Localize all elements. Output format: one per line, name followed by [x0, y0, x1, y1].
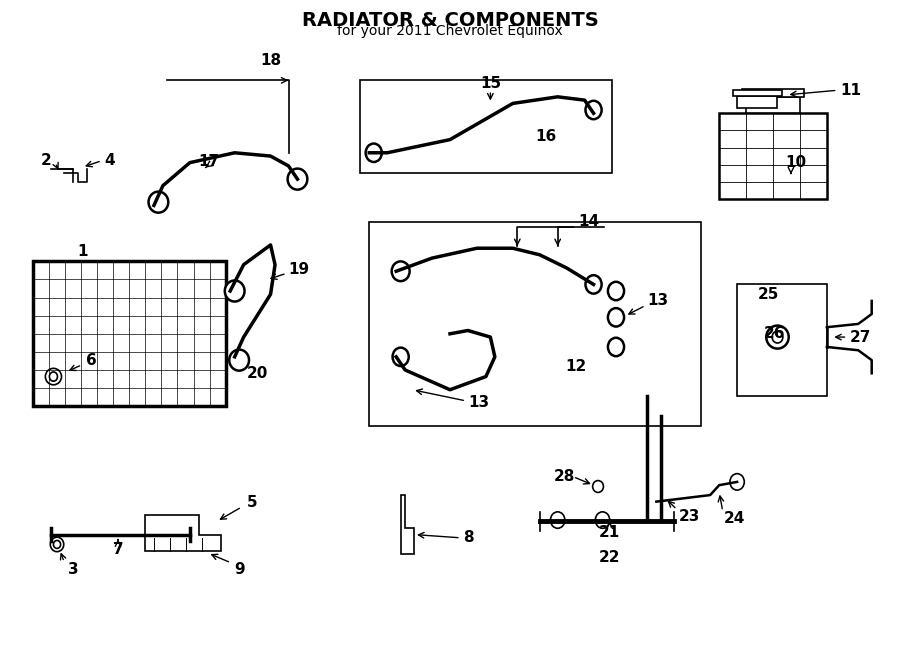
- Ellipse shape: [225, 280, 245, 301]
- Text: 14: 14: [579, 214, 599, 229]
- Ellipse shape: [730, 474, 744, 490]
- Text: 24: 24: [724, 510, 745, 525]
- Text: for your 2011 Chevrolet Equinox: for your 2011 Chevrolet Equinox: [338, 24, 562, 38]
- Text: 6: 6: [86, 352, 96, 368]
- Polygon shape: [145, 515, 221, 551]
- Ellipse shape: [608, 308, 624, 327]
- Bar: [360, 81, 611, 173]
- Ellipse shape: [608, 338, 624, 356]
- Ellipse shape: [50, 372, 58, 381]
- Ellipse shape: [766, 326, 788, 348]
- Text: 9: 9: [234, 562, 245, 577]
- Ellipse shape: [230, 350, 249, 371]
- Text: 3: 3: [68, 562, 78, 577]
- Text: 28: 28: [554, 469, 576, 484]
- Ellipse shape: [586, 100, 601, 119]
- Text: 19: 19: [289, 262, 310, 277]
- Ellipse shape: [148, 192, 168, 213]
- Text: 18: 18: [260, 53, 281, 68]
- Text: RADIATOR & COMPONENTS: RADIATOR & COMPONENTS: [302, 11, 598, 30]
- Text: 21: 21: [599, 525, 620, 540]
- Ellipse shape: [608, 282, 624, 300]
- Text: 1: 1: [76, 244, 87, 259]
- Text: 16: 16: [536, 129, 556, 144]
- Bar: [742, 89, 805, 97]
- Ellipse shape: [45, 368, 61, 385]
- Ellipse shape: [288, 169, 307, 190]
- Ellipse shape: [53, 541, 60, 549]
- Text: 23: 23: [679, 508, 700, 524]
- Text: 13: 13: [647, 293, 669, 309]
- Ellipse shape: [551, 512, 565, 528]
- Text: 7: 7: [112, 541, 123, 557]
- Bar: [746, 97, 800, 113]
- Ellipse shape: [50, 537, 64, 552]
- Text: 12: 12: [565, 359, 586, 374]
- Ellipse shape: [586, 275, 601, 293]
- Ellipse shape: [392, 261, 410, 281]
- Bar: [32, 261, 226, 407]
- Text: 11: 11: [841, 83, 861, 98]
- Bar: [369, 222, 701, 426]
- Text: 17: 17: [199, 154, 220, 169]
- Ellipse shape: [596, 512, 609, 528]
- Text: 15: 15: [480, 76, 501, 91]
- Text: 10: 10: [785, 155, 806, 170]
- Text: 25: 25: [758, 287, 779, 302]
- Ellipse shape: [392, 348, 409, 366]
- Text: 13: 13: [468, 395, 489, 410]
- Ellipse shape: [365, 143, 382, 162]
- Bar: [737, 96, 778, 108]
- Polygon shape: [400, 495, 414, 555]
- Text: 20: 20: [247, 366, 268, 381]
- Ellipse shape: [772, 331, 783, 343]
- Text: 4: 4: [104, 153, 115, 168]
- Bar: [719, 113, 827, 199]
- Text: 22: 22: [599, 550, 620, 565]
- Text: 27: 27: [850, 330, 870, 344]
- Text: 5: 5: [248, 496, 258, 510]
- Text: 2: 2: [40, 153, 51, 168]
- Text: 26: 26: [764, 327, 786, 341]
- Text: 8: 8: [464, 530, 474, 545]
- Ellipse shape: [593, 481, 603, 492]
- Bar: [737, 284, 827, 397]
- Bar: [733, 90, 782, 96]
